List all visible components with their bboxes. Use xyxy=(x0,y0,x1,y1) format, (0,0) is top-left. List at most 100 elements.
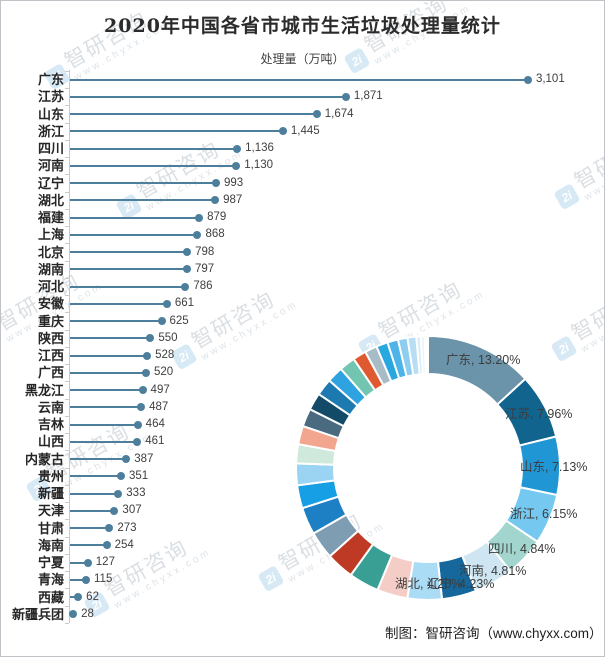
bar-dot xyxy=(211,179,220,187)
value-label: 1,130 xyxy=(244,159,274,172)
category-label: 贵州 xyxy=(37,468,64,484)
value-label: 273 xyxy=(117,521,137,534)
donut-segment xyxy=(295,462,336,487)
bar-line xyxy=(69,527,110,529)
bar-line xyxy=(69,509,115,512)
category-label: 海南 xyxy=(37,537,64,553)
bar-line xyxy=(69,561,89,564)
attribution-text: 制图：智研咨询（www.chyxx.com） xyxy=(385,626,603,641)
bar-line xyxy=(69,578,87,581)
bar-dot xyxy=(133,420,142,429)
axis-tick xyxy=(65,277,69,279)
bar-dot xyxy=(157,317,166,325)
axis-tick xyxy=(65,346,69,348)
watermark-brand-text: 智研咨询 xyxy=(570,127,605,194)
bar-line xyxy=(69,113,318,115)
axis-tick xyxy=(65,329,69,331)
axis-tick xyxy=(65,226,69,228)
donut-data-label: 山东, 7.13% xyxy=(520,460,588,474)
bar-dot xyxy=(211,196,220,205)
bar-dot xyxy=(122,455,131,463)
category-label: 宁夏 xyxy=(37,555,64,570)
bar-line xyxy=(69,406,142,409)
category-label: 福建 xyxy=(37,210,64,225)
axis-tick xyxy=(65,484,69,486)
donut-data-label: 河南, 4.81% xyxy=(459,564,527,578)
bar-dot xyxy=(193,230,202,239)
axis-tick xyxy=(65,174,69,176)
category-label: 辽宁 xyxy=(37,175,64,191)
axis-tick xyxy=(65,398,69,400)
axis-tick xyxy=(65,605,69,607)
bar-line xyxy=(69,320,162,322)
axis-tick xyxy=(65,243,69,245)
bar-line xyxy=(69,440,138,443)
bar-line xyxy=(69,95,347,98)
bar-line xyxy=(69,147,238,150)
y-axis-line xyxy=(69,70,70,623)
bar-line xyxy=(69,354,148,357)
bar-dot xyxy=(232,161,241,170)
category-label: 湖南 xyxy=(37,261,64,277)
bar-line xyxy=(69,164,237,167)
category-label: 江苏 xyxy=(37,89,64,105)
donut-data-label: 广东, 13.20% xyxy=(446,353,521,367)
donut-data-label: 浙江, 6.15% xyxy=(510,507,578,521)
value-label: 1,871 xyxy=(353,90,383,103)
value-label: 254 xyxy=(114,538,134,551)
value-label: 987 xyxy=(223,193,243,206)
bar-dot xyxy=(83,558,92,567)
bar-dot xyxy=(82,575,91,584)
value-label: 461 xyxy=(145,435,165,448)
bar-dot xyxy=(182,265,191,274)
bar-dot xyxy=(74,593,83,601)
watermark-url-text: www.chyxx.com xyxy=(112,546,214,612)
donut-chart xyxy=(295,334,561,601)
bar-line xyxy=(69,216,200,219)
bar-line xyxy=(69,337,151,340)
axis-tick xyxy=(65,191,69,193)
value-label: 127 xyxy=(95,556,115,568)
axis-tick xyxy=(65,571,69,573)
bar-line xyxy=(69,544,108,547)
axis-tick xyxy=(65,295,69,297)
category-label: 北京 xyxy=(37,244,64,260)
category-label: 新疆兵团 xyxy=(11,606,64,622)
bar-dot xyxy=(133,437,142,446)
value-label: 786 xyxy=(193,280,213,292)
category-label: 浙江 xyxy=(37,123,64,139)
value-label: 798 xyxy=(195,245,215,258)
value-label: 797 xyxy=(194,262,215,275)
value-label: 879 xyxy=(207,211,227,223)
axis-tick xyxy=(65,622,69,624)
axis-tick xyxy=(65,536,69,538)
bar-line xyxy=(69,423,139,426)
axis-tick xyxy=(65,519,69,521)
axis-tick xyxy=(65,157,69,159)
value-label: 387 xyxy=(134,452,154,465)
category-label: 黑龙江 xyxy=(24,382,64,398)
bar-dot xyxy=(341,92,350,101)
category-label: 上海 xyxy=(37,227,64,243)
axis-tick xyxy=(65,502,69,504)
bar-line xyxy=(69,371,147,374)
category-label: 四川 xyxy=(37,141,64,156)
value-label: 3,101 xyxy=(535,73,565,85)
value-label: 1,445 xyxy=(290,124,320,137)
category-label: 河南 xyxy=(37,158,64,174)
bar-dot xyxy=(162,299,171,308)
axis-tick xyxy=(65,208,69,210)
value-label: 868 xyxy=(205,228,225,241)
axis-tick xyxy=(65,467,69,469)
category-label: 安徽 xyxy=(37,296,64,312)
category-label: 天津 xyxy=(37,503,64,519)
donut-data-label: 湖北, 4.20% xyxy=(395,577,463,591)
bar-line xyxy=(69,458,127,460)
category-label: 广西 xyxy=(37,365,64,381)
bar-dot xyxy=(102,541,111,550)
bar-dot xyxy=(195,213,204,222)
axis-tick xyxy=(65,122,69,124)
